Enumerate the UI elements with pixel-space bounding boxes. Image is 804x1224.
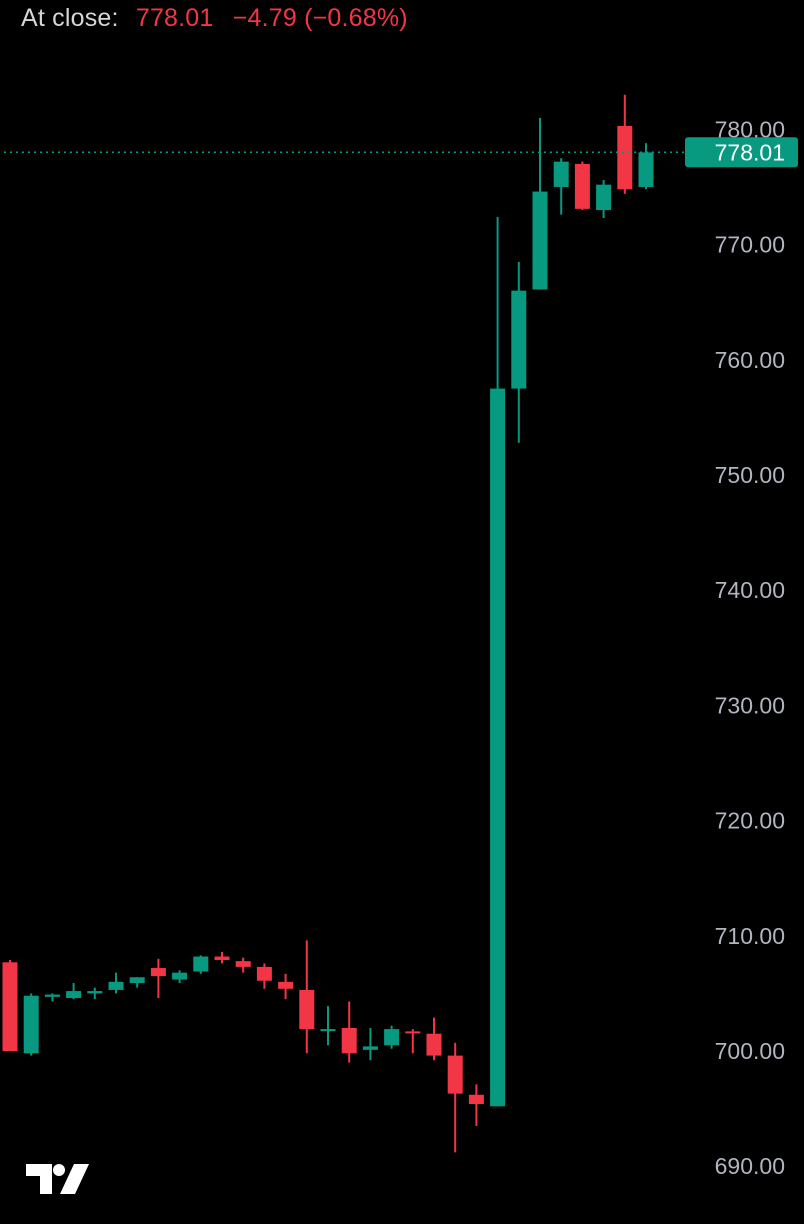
candle-body xyxy=(490,388,506,1107)
candle-body xyxy=(44,994,60,997)
candle-body xyxy=(596,184,612,211)
candle-body xyxy=(638,152,654,187)
candle-body xyxy=(2,962,18,1051)
candle-body xyxy=(150,968,166,977)
candle xyxy=(129,977,145,988)
candle-body xyxy=(66,991,82,999)
last-price-tag: 778.01 xyxy=(685,137,798,168)
candle-body xyxy=(617,125,633,190)
y-tick-label: 740.00 xyxy=(715,577,785,603)
candle-body xyxy=(511,290,527,389)
candle-body xyxy=(553,161,569,187)
y-tick-label: 750.00 xyxy=(715,462,785,488)
candle xyxy=(320,1006,336,1046)
candle-body xyxy=(532,191,548,290)
candle xyxy=(23,993,39,1056)
candle xyxy=(468,1084,484,1126)
candle xyxy=(87,987,103,1000)
candle xyxy=(447,1042,463,1153)
candle-body xyxy=(362,1046,378,1050)
candle-body xyxy=(447,1055,463,1094)
y-tick-label: 700.00 xyxy=(715,1038,785,1064)
candle-body xyxy=(278,981,294,989)
candle xyxy=(511,261,527,443)
candle xyxy=(341,1001,357,1063)
candle-body xyxy=(384,1029,400,1046)
y-tick-label: 760.00 xyxy=(715,347,785,373)
candle-body xyxy=(108,981,124,990)
candle xyxy=(235,957,251,973)
candle-body xyxy=(426,1033,442,1056)
candle-body xyxy=(341,1027,357,1054)
candle xyxy=(2,959,18,1051)
candle xyxy=(574,161,590,211)
candle xyxy=(193,955,209,974)
y-tick-label: 770.00 xyxy=(715,232,785,258)
candle xyxy=(638,143,654,190)
candle-body xyxy=(87,991,103,994)
candle xyxy=(384,1025,400,1049)
price-header: At close: 778.01 −4.79 (−0.68%) xyxy=(21,4,408,33)
candle xyxy=(617,94,633,194)
candle-body xyxy=(320,1029,336,1032)
candle-body xyxy=(172,972,188,980)
last-price-tag-bg xyxy=(685,137,798,168)
candle-body xyxy=(405,1031,421,1034)
candle xyxy=(596,180,612,219)
y-tick-label: 720.00 xyxy=(715,808,785,834)
y-tick-label: 710.00 xyxy=(715,923,785,949)
candle xyxy=(299,940,315,1054)
candle xyxy=(405,1029,421,1054)
candle xyxy=(108,972,124,994)
candle-body xyxy=(574,163,590,209)
candle xyxy=(150,958,166,999)
candle xyxy=(44,993,60,1002)
candle-body xyxy=(235,961,251,967)
candle-body xyxy=(468,1094,484,1104)
candle xyxy=(553,158,569,215)
y-tick-label: 730.00 xyxy=(715,692,785,718)
candle xyxy=(66,983,82,1000)
candle-body xyxy=(129,977,145,984)
candle xyxy=(362,1027,378,1061)
candle xyxy=(532,117,548,290)
candles-layer xyxy=(2,94,654,1153)
at-close-label: At close: xyxy=(21,4,119,32)
candle-body xyxy=(256,966,272,981)
candle-body xyxy=(214,956,230,960)
price-axis[interactable]: 690.00 700.00 710.00 720.00 730.00 740.00 750.… xyxy=(715,116,785,1179)
last-price-tag-label: 778.01 xyxy=(715,139,785,165)
tradingview-logo xyxy=(26,1162,90,1201)
candle xyxy=(214,951,230,964)
close-price: 778.01 xyxy=(135,4,214,32)
candle xyxy=(490,216,506,1107)
candle xyxy=(172,970,188,984)
candle xyxy=(278,973,294,1000)
candle xyxy=(256,963,272,989)
candle-body xyxy=(193,956,209,972)
candle-body xyxy=(299,989,315,1030)
candle xyxy=(426,1017,442,1061)
candle-body xyxy=(23,995,39,1054)
price-change: −4.79 (−0.68%) xyxy=(232,4,408,32)
y-tick-label: 690.00 xyxy=(715,1153,785,1179)
